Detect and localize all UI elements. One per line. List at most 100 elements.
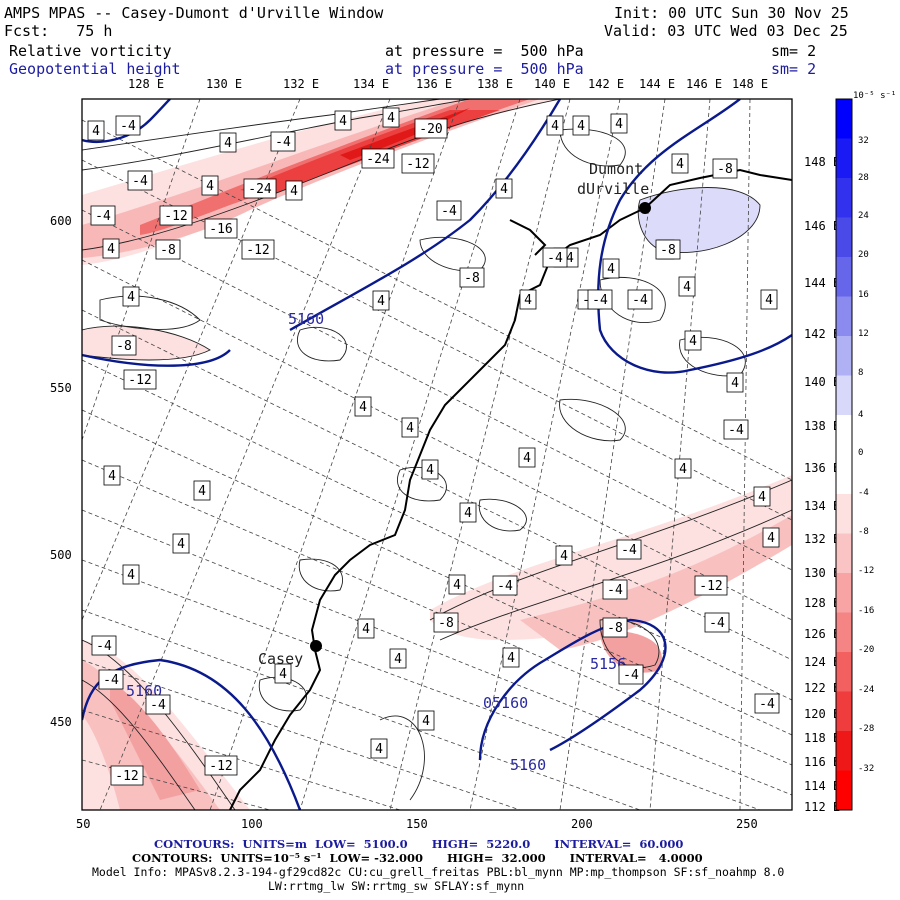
coastline: [229, 168, 792, 810]
vorticity-label: 4: [684, 330, 702, 351]
vorticity-label-text: 4: [127, 290, 135, 305]
vorticity-label: 4: [421, 459, 439, 480]
vorticity-label-text: 4: [731, 376, 739, 391]
vorticity-label: -8: [602, 617, 628, 638]
vorticity-label-text: 4: [689, 334, 697, 349]
casey-station-marker: [310, 640, 322, 652]
vorticity-label-text: 4: [359, 400, 367, 415]
lon-label: 138 E: [477, 77, 514, 91]
vorticity-label: -8: [712, 158, 738, 179]
height-label: 5160: [510, 756, 546, 774]
vorticity-label: 4: [572, 115, 590, 136]
vorticity-label-text: -4: [497, 579, 513, 594]
colorbar-label: 8: [858, 368, 864, 378]
height-contour-labels: 5160 5160 05160 5160 5156: [126, 310, 626, 774]
vorticity-label-text: -4: [632, 293, 648, 308]
y-tick-label: 600: [50, 214, 72, 228]
vorticity-label-text: -12: [128, 373, 151, 388]
vorticity-label: 4: [103, 465, 121, 486]
map-title: AMPS MPAS -- Casey-Dumont d'Urville Wind…: [4, 4, 384, 22]
vorticity-label-text: -8: [660, 243, 676, 258]
field1-name: Relative vorticity: [9, 42, 172, 60]
vorticity-label: -24: [361, 148, 395, 169]
vorticity-label-text: -8: [438, 616, 454, 631]
vorticity-label-text: -4: [759, 697, 775, 712]
vorticity-label: 4: [201, 175, 219, 196]
vorticity-label-text: -12: [699, 579, 722, 594]
dumont-station-marker: [639, 202, 651, 214]
vorticity-label: -4: [618, 664, 644, 685]
vorticity-label: 4: [610, 113, 628, 134]
latlon-grid: [82, 99, 792, 810]
vorticity-label-text: 4: [279, 667, 287, 682]
vorticity-label: -4: [98, 669, 124, 690]
vorticity-label-text: 4: [362, 622, 370, 637]
vorticity-label: -4: [627, 289, 653, 310]
vorticity-label: -4: [587, 289, 613, 310]
vorticity-label-text: 4: [224, 136, 232, 151]
vorticity-label: -4: [602, 579, 628, 600]
vorticity-label: -8: [655, 239, 681, 260]
vorticity-label-text: 4: [198, 484, 206, 499]
lon-label: 132 E: [283, 77, 320, 91]
colorbar-unit: 10⁻⁵ s⁻¹: [853, 91, 897, 101]
vorticity-label-text: 4: [607, 262, 615, 277]
vorticity-label: 4: [555, 545, 573, 566]
vorticity-label-text: 4: [406, 421, 414, 436]
vorticity-label-text: 4: [560, 549, 568, 564]
vorticity-label-boxes: 4 -4 4 -4 4 4 -20 4 4 4 4 -4 4 -24 -12 4 -4 -24 4 -4 -12 4 -16…: [87, 107, 780, 786]
vorticity-label: 4: [674, 458, 692, 479]
vorticity-label: 4: [334, 110, 352, 131]
vorticity-label: 4: [417, 710, 435, 731]
x-tick-label: 100: [241, 817, 263, 831]
vorticity-label: -8: [155, 239, 181, 260]
vorticity-label: 4: [357, 618, 375, 639]
vorticity-label-text: -12: [115, 769, 138, 784]
colorbar-label: -8: [858, 527, 869, 537]
vorticity-label-text: -4: [592, 293, 608, 308]
vorticity-label: 4: [518, 447, 536, 468]
vorticity-label-text: 4: [507, 651, 515, 666]
vorticity-label-text: -8: [717, 162, 733, 177]
vorticity-label: 4: [193, 480, 211, 501]
model-info-physics: LW:rrtmg_lw SW:rrtmg_sw SFLAY:sf_mynn: [268, 879, 525, 893]
vorticity-label-text: -12: [164, 209, 187, 224]
height-label: 5160: [288, 310, 324, 328]
vorticity-label: -12: [204, 755, 238, 776]
vorticity-label: 4: [87, 120, 105, 141]
vorticity-label: -12: [123, 369, 157, 390]
vorticity-label-text: 4: [758, 490, 766, 505]
vorticity-label-text: 4: [387, 111, 395, 126]
colorbar-label: -28: [858, 724, 875, 734]
vorticity-label: -4: [754, 693, 780, 714]
vorticity-label: -8: [433, 612, 459, 633]
vorticity-label-text: 4: [676, 157, 684, 172]
field2-name: Geopotential height: [9, 60, 181, 78]
vorticity-label: 4: [671, 153, 689, 174]
vorticity-label-text: 4: [524, 293, 532, 308]
vorticity-label-text: 4: [767, 531, 775, 546]
vorticity-label-text: 4: [683, 280, 691, 295]
vorticity-label-text: -16: [209, 222, 232, 237]
place-label-casey: Casey: [258, 650, 303, 668]
vorticity-label-text: -4: [120, 119, 136, 134]
y-tick-label: 550: [50, 381, 72, 395]
vorticity-label: 4: [172, 533, 190, 554]
place-label-dumont: Dumont: [589, 160, 643, 178]
vorticity-label: -4: [542, 247, 568, 268]
vorticity-label-text: 4: [290, 184, 298, 199]
vorticity-label-text: -4: [441, 204, 457, 219]
vorticity-label: -12: [159, 205, 193, 226]
vorticity-label: 4: [678, 276, 696, 297]
vorticity-label-text: 4: [107, 242, 115, 257]
colorbar-label: 0: [858, 448, 864, 458]
colorbar-label: 32: [858, 136, 869, 146]
x-tick-label: 150: [406, 817, 428, 831]
height-contour-info: CONTOURS: UNITS=m LOW= 5100.0 HIGH= 5220…: [154, 837, 684, 851]
vorticity-label-text: -4: [150, 698, 166, 713]
vorticity-label: -16: [204, 218, 238, 239]
vorticity-label: -24: [243, 178, 277, 199]
x-tick-label: 250: [736, 817, 758, 831]
vorticity-label-text: -4: [132, 174, 148, 189]
